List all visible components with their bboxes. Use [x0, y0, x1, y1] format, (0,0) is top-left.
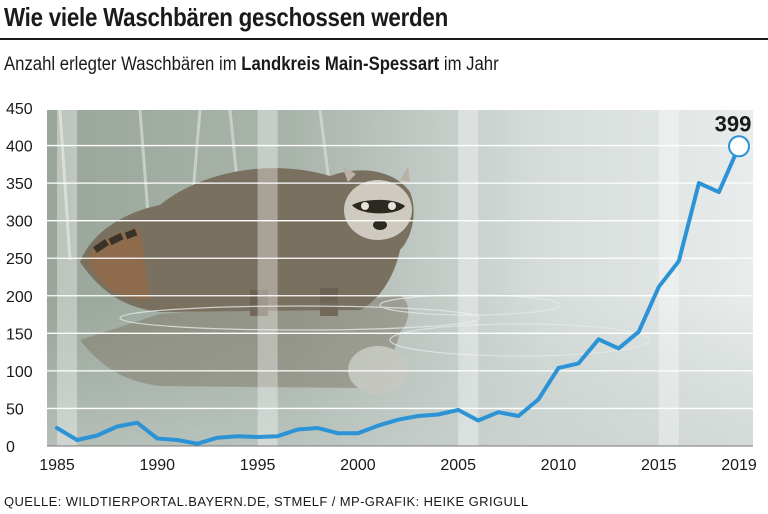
decade-stripes	[57, 110, 679, 446]
chart-title: Wie viele Waschbären geschossen werden	[4, 2, 449, 32]
y-tick-label: 450	[6, 101, 33, 118]
subtitle-text-end: im Jahr	[439, 54, 499, 75]
decade-stripe	[458, 110, 479, 446]
chart-subtitle: Anzahl erlegter Waschbären im Landkreis …	[4, 54, 499, 76]
x-tick-label: 1995	[240, 457, 276, 474]
title-rule	[0, 38, 768, 40]
y-axis: 0 50 100 150 200 250 300 350 400 450	[6, 101, 33, 456]
x-tick-label: 2015	[641, 457, 677, 474]
y-tick-label: 0	[6, 439, 15, 456]
series-line	[55, 144, 741, 446]
source-note: QUELLE: WILDTIERPORTAL.BAYERN.DE, STMELF…	[4, 494, 529, 509]
y-tick-label: 100	[6, 364, 33, 381]
y-tick-label: 50	[6, 401, 24, 418]
annotation-layer: 399	[715, 111, 752, 158]
raccoon-shape	[80, 166, 414, 316]
x-tick-label: 2010	[541, 457, 577, 474]
x-tick-label: 2005	[440, 457, 476, 474]
subtitle-region: Landkreis Main-Spessart	[241, 54, 440, 75]
y-tick-label: 150	[6, 326, 33, 343]
decade-stripe	[658, 110, 679, 446]
decade-stripe	[257, 110, 278, 446]
end-value-label: 399	[715, 111, 752, 136]
x-tick-label: 2019	[721, 457, 757, 474]
y-tick-label: 200	[6, 289, 33, 306]
x-tick-label: 1985	[39, 457, 75, 474]
y-tick-label: 250	[6, 251, 33, 268]
subtitle-text: Anzahl erlegter Waschbären im	[4, 54, 242, 75]
x-tick-label: 1990	[139, 457, 175, 474]
end-point-marker	[728, 135, 750, 158]
y-tick-label: 400	[6, 139, 33, 156]
x-axis: 1985 1990 1995 2000 2005 2010 2015 2019	[39, 457, 757, 474]
gridlines	[47, 107, 753, 447]
decade-stripe	[57, 110, 78, 446]
y-tick-label: 350	[6, 176, 33, 193]
x-tick-label: 2000	[340, 457, 376, 474]
y-tick-label: 300	[6, 214, 33, 231]
raccoon-photo	[47, 110, 753, 446]
series-layer	[55, 144, 741, 446]
